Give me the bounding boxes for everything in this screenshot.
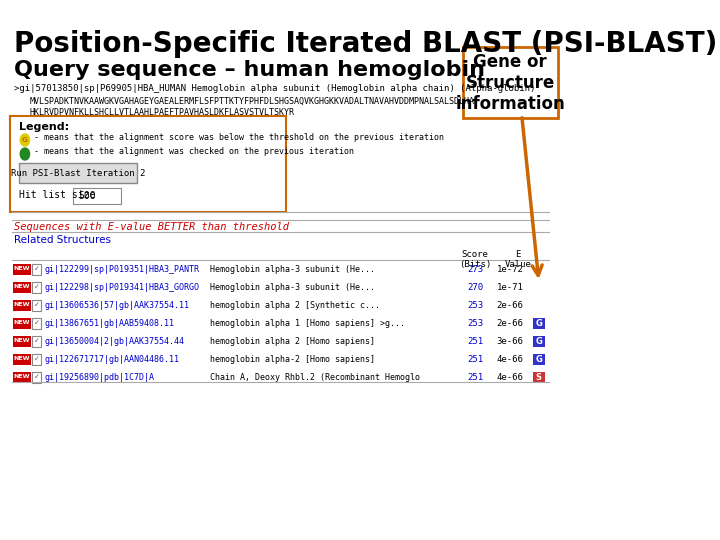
Text: ✓: ✓ bbox=[34, 302, 40, 308]
Text: ✓: ✓ bbox=[34, 266, 40, 272]
FancyBboxPatch shape bbox=[19, 163, 137, 183]
FancyBboxPatch shape bbox=[13, 318, 31, 328]
Text: gi|122671717|gb|AAN04486.11: gi|122671717|gb|AAN04486.11 bbox=[45, 354, 179, 363]
FancyBboxPatch shape bbox=[32, 281, 41, 293]
Text: - means that the alignment was checked on the previous iteration: - means that the alignment was checked o… bbox=[35, 146, 354, 156]
Text: Gene or
Structure
information: Gene or Structure information bbox=[455, 53, 565, 113]
FancyBboxPatch shape bbox=[32, 354, 41, 364]
Text: 251: 251 bbox=[467, 354, 483, 363]
Text: 3e-66: 3e-66 bbox=[497, 336, 523, 346]
Text: 253: 253 bbox=[467, 319, 483, 327]
Text: Chain A, Deoxy Rhbl.2 (Recombinant Hemoglo: Chain A, Deoxy Rhbl.2 (Recombinant Hemog… bbox=[210, 373, 420, 381]
Text: ✓: ✓ bbox=[34, 284, 40, 290]
Text: hemoglobin alpha-2 [Homo sapiens]: hemoglobin alpha-2 [Homo sapiens] bbox=[210, 354, 375, 363]
FancyBboxPatch shape bbox=[13, 354, 31, 364]
FancyBboxPatch shape bbox=[13, 335, 31, 347]
Text: 2e-66: 2e-66 bbox=[497, 319, 523, 327]
FancyBboxPatch shape bbox=[13, 281, 31, 293]
Text: Query sequence – human hemoglobin: Query sequence – human hemoglobin bbox=[14, 60, 485, 80]
FancyBboxPatch shape bbox=[533, 318, 545, 328]
Text: Hit list size: Hit list size bbox=[19, 190, 96, 200]
Text: 500: 500 bbox=[78, 191, 96, 201]
FancyBboxPatch shape bbox=[464, 47, 557, 118]
FancyBboxPatch shape bbox=[13, 264, 31, 274]
Text: G: G bbox=[22, 137, 28, 143]
Text: ✓: ✓ bbox=[34, 374, 40, 380]
Text: NEW: NEW bbox=[14, 285, 30, 289]
Text: NEW: NEW bbox=[14, 375, 30, 380]
Text: MVLSPADKTNVKAAWGKVGAHAGEYGAEALERMFLSFPTTKTYFPHFDLSHGSAQVKGHGKKVADALTNAVAHVDDMPNA: MVLSPADKTNVKAAWGKVGAHAGEYGAEALERMFLSFPTT… bbox=[30, 97, 474, 106]
Text: S: S bbox=[536, 373, 542, 381]
Text: 251: 251 bbox=[467, 373, 483, 381]
Text: ✓: ✓ bbox=[34, 338, 40, 344]
Text: 4e-66: 4e-66 bbox=[497, 354, 523, 363]
Text: hemoglobin alpha 2 [Synthetic c...: hemoglobin alpha 2 [Synthetic c... bbox=[210, 300, 380, 309]
Text: Related Structures: Related Structures bbox=[14, 235, 111, 245]
FancyBboxPatch shape bbox=[533, 372, 545, 382]
FancyBboxPatch shape bbox=[32, 300, 41, 310]
Text: Score
(Bits): Score (Bits) bbox=[459, 250, 491, 269]
FancyBboxPatch shape bbox=[32, 318, 41, 328]
Text: Hemoglobin alpha-3 subunit (He...: Hemoglobin alpha-3 subunit (He... bbox=[210, 282, 375, 292]
Text: 253: 253 bbox=[467, 300, 483, 309]
Text: - means that the alignment score was below the threshold on the previous iterati: - means that the alignment score was bel… bbox=[35, 132, 444, 141]
Text: 2e-66: 2e-66 bbox=[497, 300, 523, 309]
Text: hemoglobin alpha 2 [Homo sapiens]: hemoglobin alpha 2 [Homo sapiens] bbox=[210, 336, 375, 346]
FancyBboxPatch shape bbox=[13, 300, 31, 310]
Text: gi|122299|sp|P019351|HBA3_PANTR: gi|122299|sp|P019351|HBA3_PANTR bbox=[45, 265, 199, 273]
Text: Position-Specific Iterated BLAST (PSI-BLAST): Position-Specific Iterated BLAST (PSI-BL… bbox=[14, 30, 717, 58]
Text: gi|122298|sp|P019341|HBA3_GORGO: gi|122298|sp|P019341|HBA3_GORGO bbox=[45, 282, 199, 292]
Text: 251: 251 bbox=[467, 336, 483, 346]
FancyBboxPatch shape bbox=[32, 264, 41, 274]
Text: E
Value: E Value bbox=[505, 250, 531, 269]
Text: 270: 270 bbox=[467, 282, 483, 292]
Text: hemoglobin alpha 1 [Homo sapiens] >g...: hemoglobin alpha 1 [Homo sapiens] >g... bbox=[210, 319, 405, 327]
Text: NEW: NEW bbox=[14, 267, 30, 272]
Text: ✓: ✓ bbox=[34, 356, 40, 362]
Text: Sequences with E-value BETTER than threshold: Sequences with E-value BETTER than thres… bbox=[14, 222, 289, 232]
Text: NEW: NEW bbox=[14, 302, 30, 307]
Text: G: G bbox=[536, 319, 542, 327]
Text: gi|13867651|gb|AAB59408.11: gi|13867651|gb|AAB59408.11 bbox=[45, 319, 174, 327]
Text: NEW: NEW bbox=[14, 321, 30, 326]
Text: Legend:: Legend: bbox=[19, 122, 70, 132]
FancyBboxPatch shape bbox=[13, 372, 31, 382]
Text: 273: 273 bbox=[467, 265, 483, 273]
Circle shape bbox=[20, 134, 30, 146]
Text: G: G bbox=[536, 354, 542, 363]
Text: 1e-71: 1e-71 bbox=[497, 282, 523, 292]
Text: gi|13650004|2|gb|AAK37554.44: gi|13650004|2|gb|AAK37554.44 bbox=[45, 336, 184, 346]
FancyBboxPatch shape bbox=[73, 188, 122, 204]
FancyBboxPatch shape bbox=[533, 354, 545, 364]
Text: 1e-72: 1e-72 bbox=[497, 265, 523, 273]
FancyBboxPatch shape bbox=[32, 335, 41, 347]
FancyBboxPatch shape bbox=[533, 335, 545, 347]
FancyBboxPatch shape bbox=[32, 372, 41, 382]
Text: gi|13606536|57|gb|AAK37554.11: gi|13606536|57|gb|AAK37554.11 bbox=[45, 300, 189, 309]
Text: Run PSI-Blast Iteration 2: Run PSI-Blast Iteration 2 bbox=[11, 168, 145, 178]
Text: G: G bbox=[536, 336, 542, 346]
Text: 4e-66: 4e-66 bbox=[497, 373, 523, 381]
Text: NEW: NEW bbox=[14, 339, 30, 343]
Text: >gi|57013850|sp|P69905|HBA_HUMAN Hemoglobin alpha subunit (Hemoglobin alpha chai: >gi|57013850|sp|P69905|HBA_HUMAN Hemoglo… bbox=[14, 84, 536, 93]
Text: HKLRVDPVNFKLLSHCLLVTLAAHLPAEFTPAVHASLDKFLASVSTVLTSKYR: HKLRVDPVNFKLLSHCLLVTLAAHLPAEFTPAVHASLDKF… bbox=[30, 108, 294, 117]
Circle shape bbox=[20, 148, 30, 160]
Text: NEW: NEW bbox=[14, 356, 30, 361]
Text: gi|19256890|pdb|1C7D|A: gi|19256890|pdb|1C7D|A bbox=[45, 373, 154, 381]
Text: ✓: ✓ bbox=[34, 320, 40, 326]
Text: Hemoglobin alpha-3 subunit (He...: Hemoglobin alpha-3 subunit (He... bbox=[210, 265, 375, 273]
